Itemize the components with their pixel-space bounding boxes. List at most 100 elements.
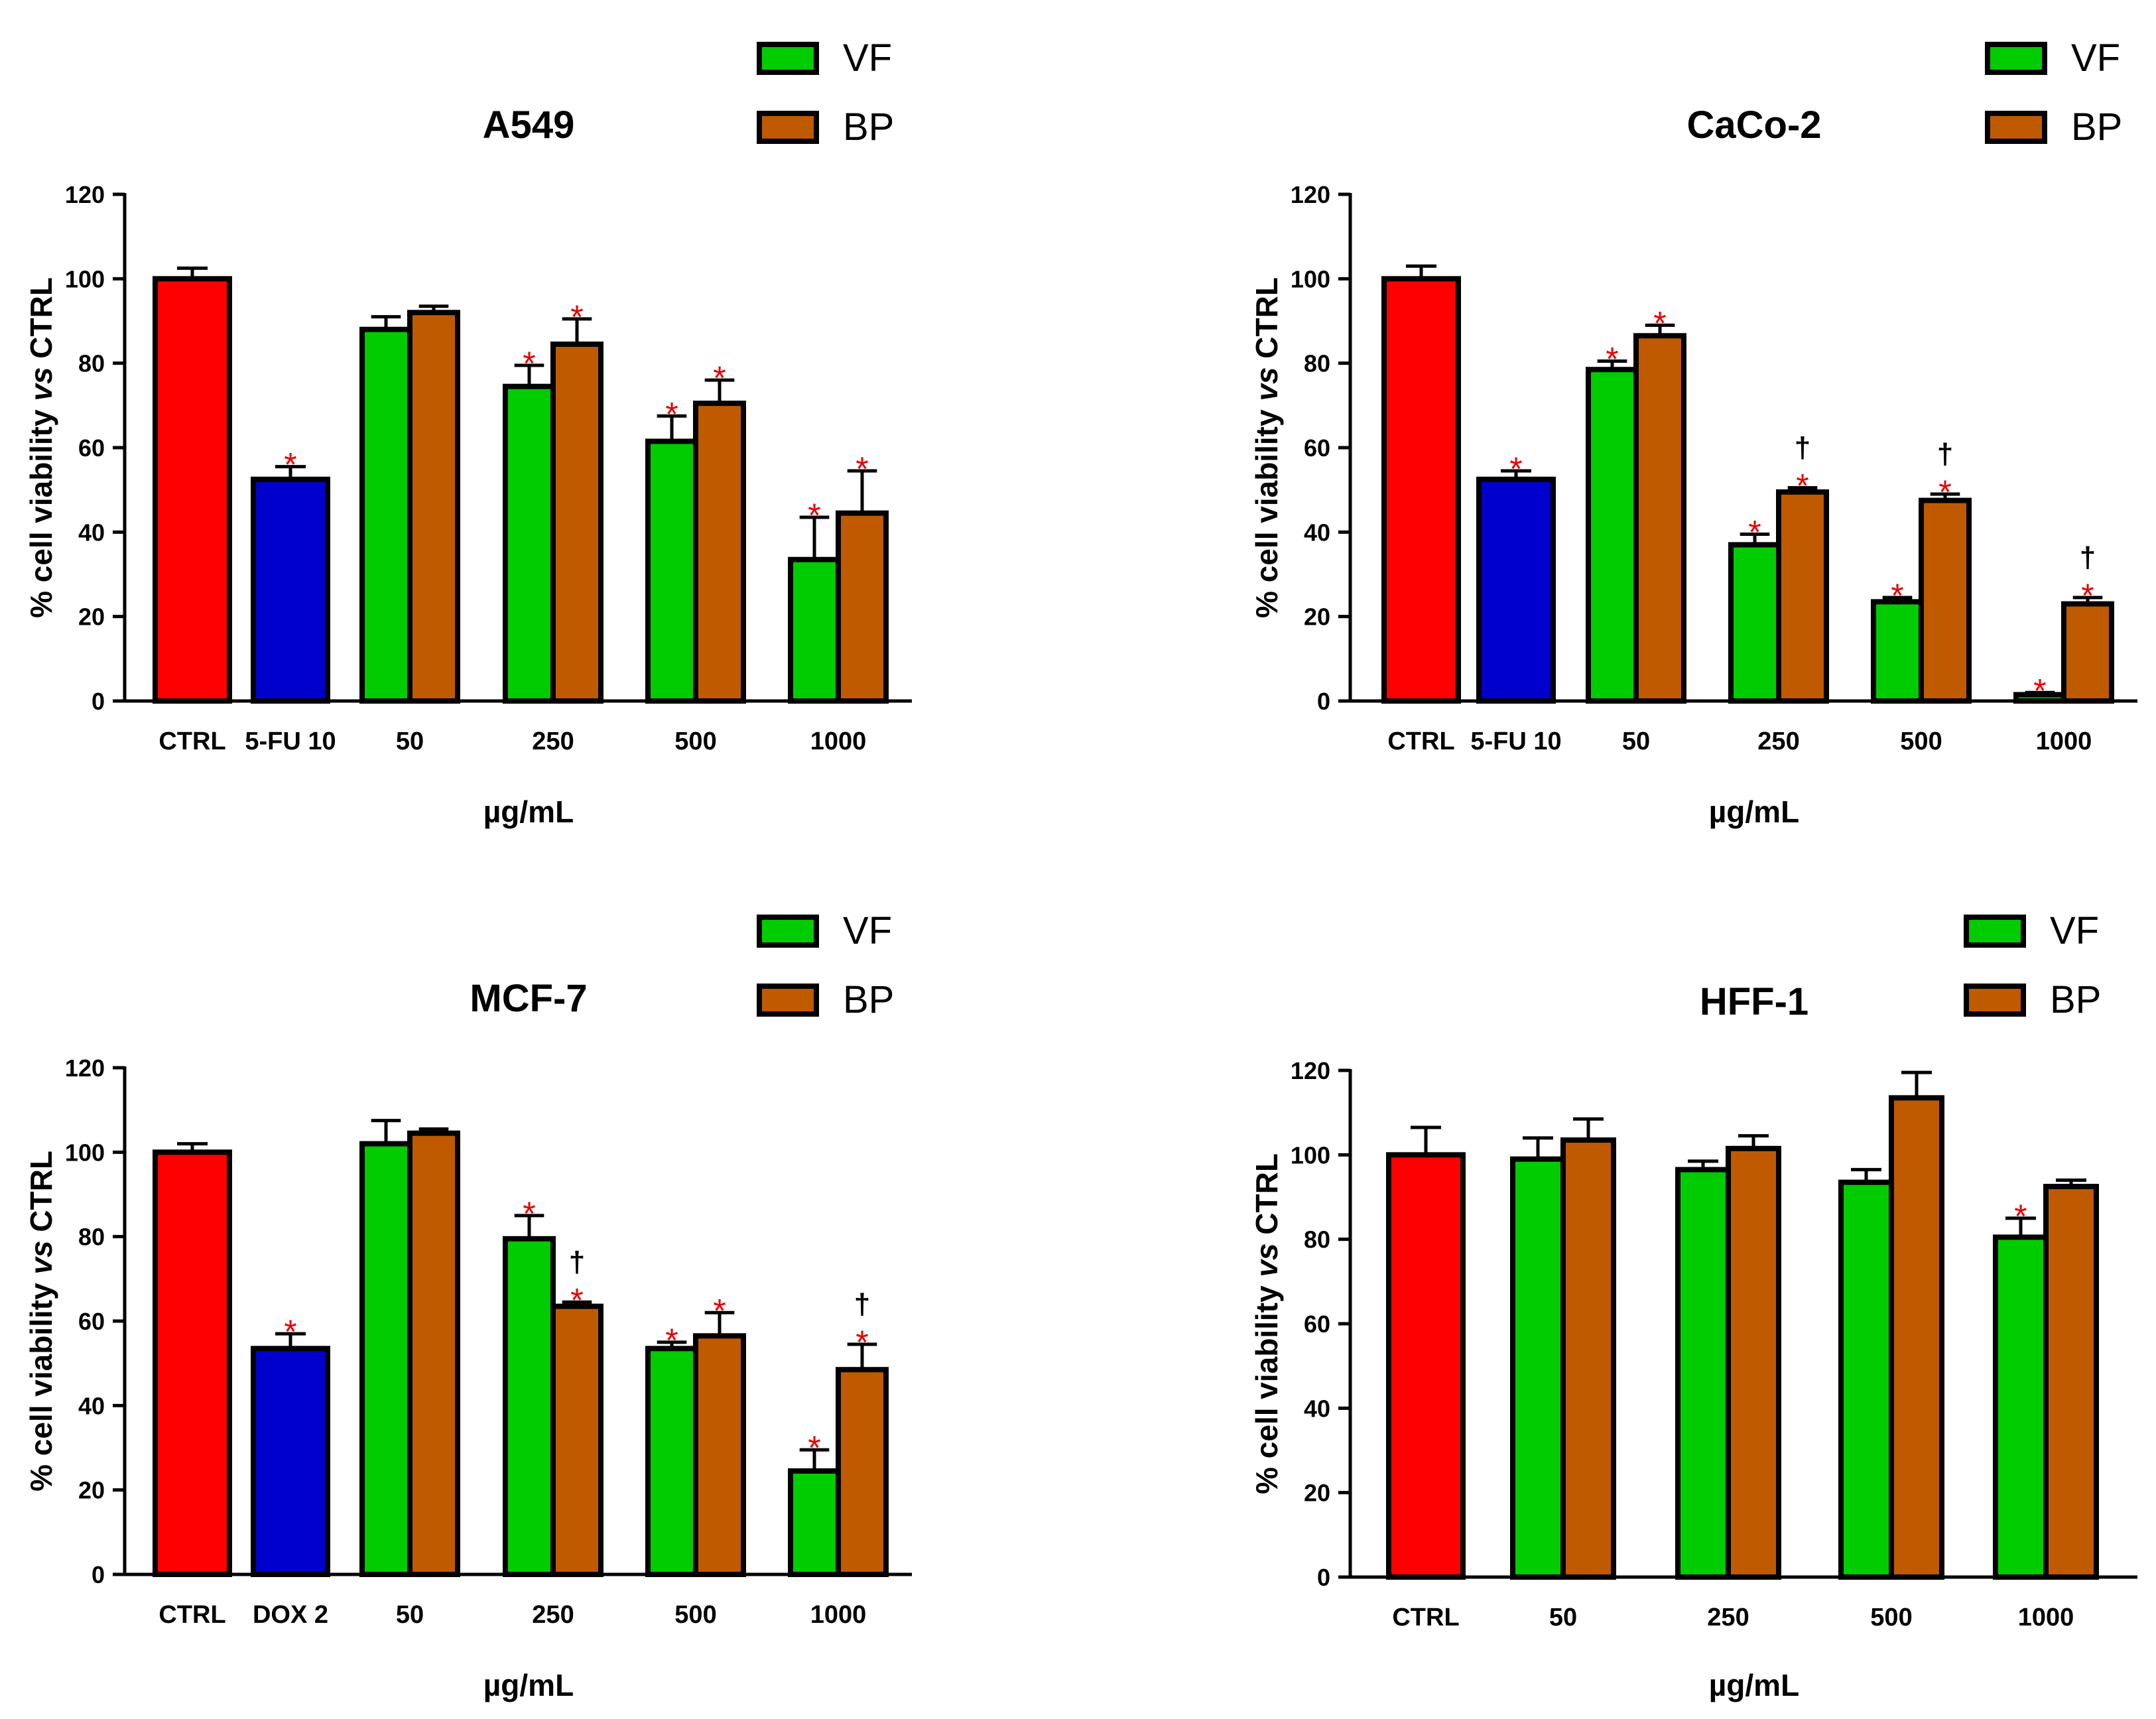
error-bar (847, 469, 877, 513)
legend-swatch (757, 111, 819, 144)
error-bar (1501, 469, 1531, 479)
bar-bp (693, 1333, 746, 1577)
x-category-label: 500 (674, 1601, 716, 1629)
error-bar (562, 1300, 592, 1306)
chart-title: MCF-7 (470, 977, 587, 1020)
bar-vf (1675, 1167, 1731, 1580)
y-axis-title: % cell viability vs CTRL (24, 1151, 58, 1492)
bar-bp (407, 1130, 460, 1577)
significance-star: * (1796, 467, 1808, 504)
bar-vf (1838, 1179, 1894, 1580)
error-bar (562, 317, 592, 345)
error-bar (1901, 1070, 1932, 1098)
chart-panel: A549 VF BP 0 20 40 60 80 100 120 % cell viability … (24, 36, 912, 829)
bar-bp (550, 342, 603, 704)
legend-label: BP (2050, 978, 2101, 1021)
y-tick-label: 80 (78, 1224, 105, 1251)
significance-star: * (713, 1292, 726, 1329)
y-tick-label: 100 (65, 1139, 105, 1166)
error-bar (1740, 533, 1770, 545)
bar-bp (407, 310, 460, 704)
significance-star: * (1748, 514, 1761, 551)
x-axis-title: µg/mL (1709, 795, 1799, 829)
bar-vf (1510, 1156, 1566, 1580)
bar-bp (1726, 1145, 1781, 1580)
x-category-label: DOX 2 (253, 1601, 328, 1629)
legend-label: BP (2071, 105, 2122, 149)
bar-vf (503, 383, 556, 704)
y-tick-label: 0 (92, 688, 105, 715)
error-bar (1688, 1159, 1718, 1170)
error-bar (177, 266, 208, 279)
error-bar (1930, 492, 1960, 501)
x-category-label: CTRL (159, 1601, 225, 1629)
error-bar (2005, 1216, 2036, 1238)
significance-star: * (2033, 672, 2046, 709)
y-tick-label: 20 (78, 604, 105, 631)
y-tick-label: 100 (1291, 265, 1330, 292)
x-category-label: 250 (1757, 728, 1799, 755)
significance-star: * (570, 1281, 583, 1318)
y-tick-label: 120 (65, 1054, 105, 1082)
y-tick-label: 80 (1304, 1226, 1330, 1253)
chart-panel: CaCo-2 VF BP 0 20 40 60 80 100 120 % cell viabilit… (1249, 36, 2137, 829)
x-category-label: 50 (1549, 1604, 1577, 1631)
y-tick-label: 60 (78, 434, 105, 462)
error-bar (799, 515, 830, 560)
x-category-label: 5-FU 10 (245, 728, 336, 755)
error-bar (847, 1342, 877, 1370)
bar-ctrl (1381, 276, 1461, 704)
x-category-label: 1000 (2036, 728, 2092, 755)
error-bar (177, 1142, 208, 1153)
significance-star: * (1653, 304, 1666, 342)
y-tick-label: 80 (78, 350, 105, 377)
y-tick-label: 60 (1304, 434, 1330, 462)
y-tick-label: 120 (65, 181, 105, 208)
bar-vf (503, 1236, 556, 1577)
x-category-label: 250 (532, 1601, 574, 1629)
significance-star: * (665, 395, 678, 432)
bar-bp (836, 510, 889, 704)
significance-star: * (665, 1322, 678, 1359)
bar-ctrl (153, 276, 232, 704)
error-bar (657, 1340, 687, 1349)
y-tick-label: 40 (1304, 1395, 1330, 1422)
significance-star: * (2014, 1198, 2027, 1235)
y-tick-label: 60 (78, 1308, 105, 1335)
error-bar (1882, 596, 1913, 602)
x-category-label: 500 (674, 728, 716, 755)
bar-bp (2043, 1184, 2099, 1580)
error-bar (2056, 1178, 2086, 1187)
significance-star: * (523, 345, 535, 382)
x-category-label: CTRL (1392, 1604, 1459, 1631)
bar-bp (693, 401, 746, 704)
bar-vf (359, 326, 412, 704)
error-bar (1406, 264, 1436, 279)
legend-swatch (1964, 984, 2026, 1017)
significance-dagger: † (1937, 438, 1953, 470)
y-tick-label: 40 (78, 1392, 105, 1419)
significance-star: * (808, 497, 820, 534)
chart-panel: MCF-7 VF BP 0 20 40 60 80 100 120 % cell viability… (24, 909, 912, 1702)
y-tick-label: 40 (1304, 519, 1330, 546)
bar-bp (550, 1303, 603, 1577)
bar-ctrl (153, 1149, 232, 1578)
legend-swatch (757, 984, 819, 1017)
x-axis-title: µg/mL (483, 795, 574, 829)
error-bar (1523, 1136, 1553, 1159)
x-category-label: 500 (1900, 728, 1942, 755)
bar-bp (1633, 333, 1686, 704)
y-axis-title: % cell viability vs CTRL (1249, 277, 1284, 618)
error-bar (2072, 596, 2103, 604)
y-tick-label: 100 (1291, 1141, 1330, 1169)
error-bar (371, 1119, 401, 1144)
significance-star: * (1606, 340, 1618, 377)
legend-label: BP (843, 978, 894, 1021)
error-bar (1738, 1134, 1769, 1149)
bar-vf (1728, 542, 1781, 704)
bar-vf (1993, 1234, 2049, 1580)
error-bar (704, 1310, 735, 1336)
significance-dagger: † (854, 1288, 870, 1320)
y-axis-title: % cell viability vs CTRL (1249, 1153, 1284, 1494)
chart-panel: HFF-1 VF BP 0 20 40 60 80 100 120 % cell viability… (1249, 909, 2137, 1702)
